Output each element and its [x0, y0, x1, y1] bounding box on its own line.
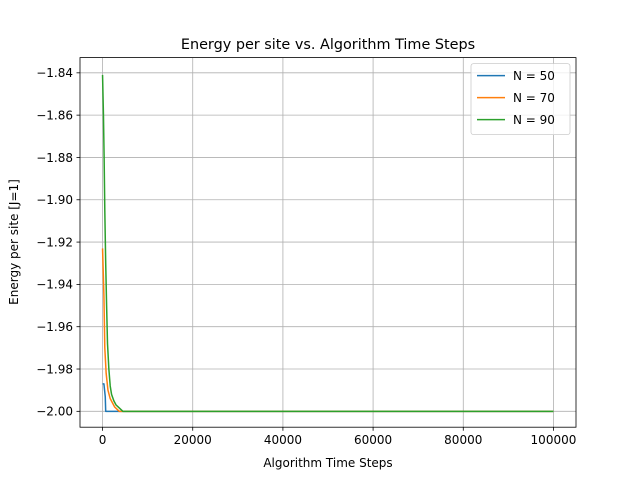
series-line-3 [101, 74, 554, 413]
y-axis-label: Energy per site [J=1] [7, 179, 21, 305]
x-tick-label: 80000 [444, 433, 482, 447]
x-tick-label: 20000 [174, 433, 212, 447]
x-axis-label: Algorithm Time Steps [263, 456, 392, 470]
y-tick-label: −1.92 [36, 235, 73, 249]
y-tick-label: −1.88 [36, 151, 73, 165]
x-tick-label: 40000 [264, 433, 302, 447]
chart-title: Energy per site vs. Algorithm Time Steps [181, 37, 475, 53]
legend-box [470, 63, 571, 135]
y-tick-label: −1.84 [36, 66, 73, 80]
y-tick-label: −1.86 [36, 108, 73, 122]
series-line-2 [101, 248, 554, 413]
x-tick-label: 60000 [354, 433, 392, 447]
y-tick-label: −1.90 [36, 193, 73, 207]
legend-label: N = 70 [513, 91, 555, 105]
legend-label: N = 90 [513, 113, 555, 127]
series-lines [101, 74, 554, 413]
y-tick-label: −1.96 [36, 320, 73, 334]
series-line-1 [102, 383, 554, 413]
y-tick-label: −2.00 [36, 405, 73, 419]
x-tick-label: 0 [99, 433, 107, 447]
legend: N = 50 N = 70 N = 90 [470, 63, 571, 135]
y-tick-label: −1.94 [36, 278, 73, 292]
ticks: 0 20000 40000 60000 80000 100000 −2.00 −1.98 −1.… [36, 66, 576, 447]
y-tick-label: −1.98 [36, 362, 73, 376]
legend-label: N = 50 [513, 69, 555, 83]
x-tick-label: 100000 [531, 433, 577, 447]
